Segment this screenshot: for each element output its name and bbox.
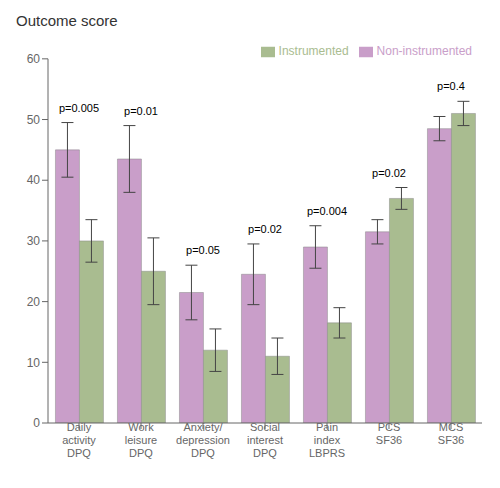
svg-text:50: 50 xyxy=(27,113,41,127)
svg-text:Anxiety/depressionDPQ: Anxiety/depressionDPQ xyxy=(176,421,230,459)
svg-text:WorkleisureDPQ: WorkleisureDPQ xyxy=(125,421,157,459)
svg-text:SocialinterestDPQ: SocialinterestDPQ xyxy=(247,421,283,459)
svg-text:40: 40 xyxy=(27,173,41,187)
svg-text:60: 60 xyxy=(27,52,41,66)
svg-text:PainindexLBPRS: PainindexLBPRS xyxy=(309,421,345,459)
svg-text:0: 0 xyxy=(33,416,40,430)
svg-text:p=0.02: p=0.02 xyxy=(248,223,282,235)
html-text:Non-instrumented: Non-instrumented xyxy=(376,44,472,58)
svg-text:p=0.02: p=0.02 xyxy=(372,167,406,179)
svg-text:PCSSF36: PCSSF36 xyxy=(376,421,402,446)
svg-text:MCSSF36: MCSSF36 xyxy=(438,421,464,446)
svg-text:p=0.01: p=0.01 xyxy=(124,105,158,117)
svg-text:10: 10 xyxy=(27,356,41,370)
svg-text:p=0.05: p=0.05 xyxy=(186,244,220,256)
svg-text:30: 30 xyxy=(27,234,41,248)
svg-text:DailyactivityDPQ: DailyactivityDPQ xyxy=(62,421,96,459)
svg-text:20: 20 xyxy=(27,295,41,309)
svg-text:p=0.4: p=0.4 xyxy=(437,80,465,92)
svg-text:p=0.005: p=0.005 xyxy=(59,102,99,114)
html-text:Instrumented: Instrumented xyxy=(278,44,349,58)
html-text:Outcome score: Outcome score xyxy=(16,12,118,29)
svg-text:p=0.004: p=0.004 xyxy=(307,205,347,217)
